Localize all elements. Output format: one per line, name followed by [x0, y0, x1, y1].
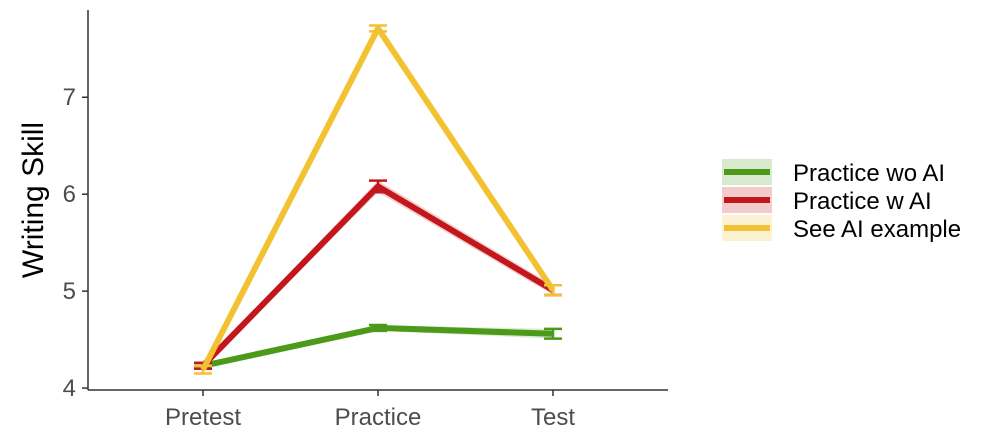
error-bar: [544, 284, 562, 297]
y-tick-label: 6: [63, 181, 76, 208]
x-tick-label: Test: [531, 404, 575, 431]
error-bar: [194, 364, 212, 375]
series-1: [194, 323, 562, 370]
legend-item: Practice wo AI: [722, 159, 945, 187]
y-axis-title: Writing Skill: [17, 122, 50, 278]
error-bar: [369, 179, 387, 194]
error-bar: [544, 327, 562, 340]
x-ticks: Pretest Practice Test: [165, 390, 575, 431]
x-tick-label: Pretest: [165, 404, 241, 431]
series-line: [202, 324, 554, 369]
series-ribbon: [203, 25, 553, 374]
axes: [87, 10, 668, 391]
y-tick-label: 4: [63, 375, 76, 402]
legend-label: See AI example: [793, 216, 961, 243]
error-bar: [369, 323, 387, 333]
series-layer: [194, 24, 562, 375]
y-tick-label: 5: [63, 278, 76, 305]
legend-label: Practice wo AI: [793, 160, 945, 187]
legend-label: Practice w AI: [793, 188, 932, 215]
legend-item: Practice w AI: [722, 187, 932, 215]
series-line: [200, 25, 556, 372]
x-tick-label: Practice: [335, 404, 422, 431]
y-ticks: 4 5 6 7: [63, 84, 88, 402]
legend-item: See AI example: [722, 215, 961, 243]
error-bar: [369, 24, 387, 33]
series-ribbon: [203, 325, 553, 369]
series-3: [194, 24, 562, 375]
y-tick-label: 7: [63, 84, 76, 111]
